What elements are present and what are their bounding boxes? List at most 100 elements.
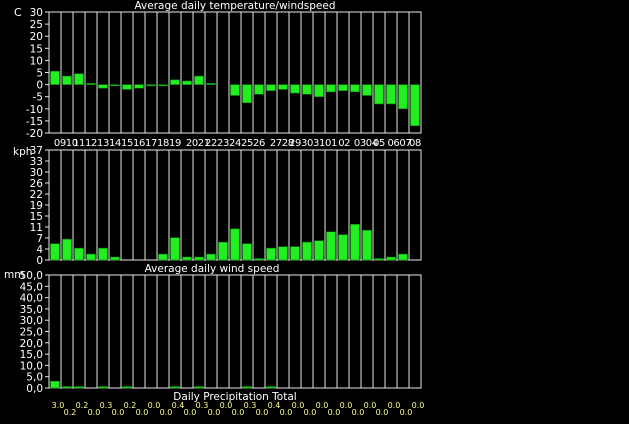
precipitation-bar: [170, 386, 180, 389]
precipitation-value-label: 0.0: [136, 408, 149, 417]
precipitation-chart-title: Daily Precipitation Total: [173, 391, 296, 403]
precipitation-value-label: 0.0: [88, 408, 101, 417]
temperature-xtick-label: 22: [205, 138, 217, 149]
wind-bar: [182, 256, 192, 261]
temperature-bar: [254, 84, 264, 95]
temperature-ytick-label: 10: [30, 55, 43, 67]
precipitation-value-label: 0.0: [352, 408, 365, 417]
temperature-xtick-label: 24: [229, 138, 241, 149]
temperature-bar: [398, 84, 408, 110]
precipitation-ytick-label: 50,0: [20, 270, 43, 282]
precipitation-ytick-label: 30,0: [20, 315, 43, 327]
wind-bar: [338, 234, 348, 261]
precipitation-bar: [242, 386, 252, 389]
temperature-bar: [278, 84, 288, 90]
temperature-bar: [326, 84, 336, 93]
temperature-ytick-label: 20: [30, 31, 43, 43]
wind-ytick-label: 33: [30, 156, 43, 168]
temperature-bar: [374, 84, 384, 105]
wind-bar: [362, 229, 372, 261]
temperature-chart-unit: C: [14, 6, 22, 19]
wind-bar: [326, 231, 336, 261]
temperature-ytick-label: -15: [26, 116, 43, 128]
precipitation-bar: [50, 380, 60, 389]
temperature-bar: [314, 84, 324, 97]
wind-bar: [62, 238, 72, 261]
temperature-ytick-label: -10: [26, 104, 43, 116]
temperature-xtick-label: 31: [313, 138, 325, 149]
temperature-xtick-label: 2728: [270, 138, 294, 149]
precipitation-ytick-label: 40,0: [20, 293, 43, 305]
precipitation-value-label: 0.3: [196, 401, 209, 410]
temperature-xtick-label: 29: [289, 138, 301, 149]
temperature-bar: [110, 84, 120, 87]
temperature-bar: [242, 84, 252, 104]
wind-bar: [170, 237, 180, 261]
precipitation-value-label: 0.0: [292, 401, 305, 410]
precipitation-value-label: 0.4: [268, 401, 281, 410]
temperature-bar: [146, 84, 156, 87]
temperature-xtick-label: 16: [133, 138, 145, 149]
precipitation-value-label: 0.0: [316, 401, 329, 410]
precipitation-value-label: 0.0: [400, 408, 413, 417]
wind-bar: [398, 253, 408, 261]
temperature-ytick-label: -20: [26, 128, 43, 140]
wind-bar: [350, 224, 360, 261]
temperature-xtick-label: 05: [373, 138, 385, 149]
precipitation-ytick-label: 35,0: [20, 304, 43, 316]
temperature-bar: [338, 84, 348, 91]
precipitation-value-label: 0.0: [112, 408, 125, 417]
precipitation-value-label: 0.0: [232, 408, 245, 417]
temperature-bar: [290, 84, 300, 94]
temperature-bar: [410, 84, 420, 127]
wind-bar: [158, 253, 168, 261]
precipitation-bar: [194, 386, 204, 389]
temperature-xtick-label: 13: [97, 138, 109, 149]
temperature-bar: [98, 84, 108, 89]
precipitation-value-label: 0.2: [64, 408, 77, 417]
wind-chart-unit: kph: [13, 146, 32, 158]
temperature-ytick-label: 15: [30, 43, 43, 55]
precipitation-ytick-label: 45,0: [20, 281, 43, 293]
temperature-bar: [170, 79, 180, 85]
temperature-bar: [386, 84, 396, 105]
temperature-xtick-label: 15: [121, 138, 133, 149]
precipitation-value-label: 0.2: [124, 401, 137, 410]
precipitation-ytick-label: 10,0: [20, 360, 43, 372]
temperature-ytick-label: 25: [30, 19, 43, 31]
wind-chart-title: Average daily wind speed: [145, 263, 280, 275]
precipitation-ytick-label: 20,0: [20, 338, 43, 350]
temperature-xtick-label: 0304: [354, 138, 378, 149]
wind-bar: [50, 243, 60, 261]
precipitation-bar: [62, 386, 72, 389]
temperature-bar: [266, 84, 276, 91]
precipitation-ytick-label: 15,0: [20, 349, 43, 361]
precipitation-value-label: 3.0: [52, 401, 65, 410]
temperature-xtick-label: 08: [409, 138, 421, 149]
wind-bar: [218, 241, 228, 261]
wind-ytick-label: 4: [36, 244, 43, 256]
wind-ytick-label: 11: [30, 222, 43, 234]
wind-ytick-label: 22: [30, 189, 43, 201]
wind-ytick-label: 7: [36, 233, 43, 245]
precipitation-value-label: 0.0: [328, 408, 341, 417]
precipitation-value-label: 0.0: [220, 401, 233, 410]
precipitation-value-label: 0.0: [208, 408, 221, 417]
temperature-xtick-label: 02: [338, 138, 350, 149]
precipitation-value-label: 0.0: [388, 401, 401, 410]
temperature-xtick-label: 17: [145, 138, 157, 149]
precipitation-chart: 50,045,040,035,030,025,020,015,010,05,00…: [20, 270, 425, 417]
temperature-xtick-label: 23: [217, 138, 229, 149]
temperature-xtick-label: 2021: [186, 138, 210, 149]
temperature-bar: [182, 80, 192, 85]
temperature-xtick-label: 11: [73, 138, 85, 149]
wind-bar: [254, 258, 264, 261]
precipitation-ytick-label: 5,0: [26, 372, 43, 384]
temperature-bar: [230, 84, 240, 96]
temperature-bar: [62, 75, 72, 85]
temperature-bar: [206, 83, 216, 85]
temperature-ytick-label: 0: [36, 80, 43, 92]
precipitation-value-label: 0.0: [340, 401, 353, 410]
